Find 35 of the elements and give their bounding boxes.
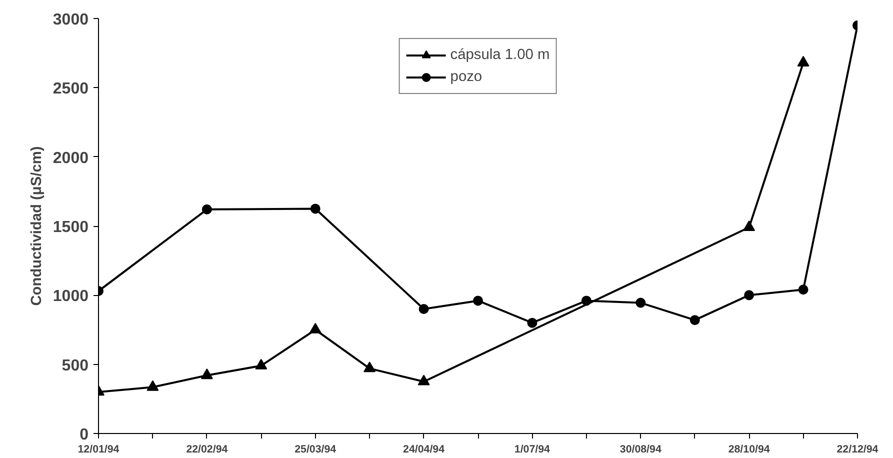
y-axis-title: Conductividad (μS/cm) xyxy=(28,146,45,306)
x-tick-label: 24/04/94 xyxy=(403,444,445,456)
y-tick-label: 2500 xyxy=(52,80,89,98)
point xyxy=(473,296,483,306)
x-tick-label: 25/03/94 xyxy=(294,444,336,456)
point xyxy=(310,204,320,214)
point xyxy=(690,315,700,326)
point xyxy=(202,204,212,214)
y-tick-label: 1000 xyxy=(52,288,89,306)
y-tick-label: 0 xyxy=(80,426,89,444)
x-tick-label: 22/12/94 xyxy=(836,444,878,456)
point xyxy=(364,362,376,372)
y-tick-label: 3000 xyxy=(52,12,89,28)
point xyxy=(418,304,429,314)
x-tick-label: 28/10/94 xyxy=(728,444,770,456)
point xyxy=(636,298,646,308)
x-tick-label: 1/07/94 xyxy=(514,444,550,456)
point xyxy=(581,296,592,306)
point xyxy=(200,368,213,380)
y-tick-label: 1500 xyxy=(52,219,89,236)
point xyxy=(744,290,754,300)
legend-label: cápsula 1.00 m xyxy=(450,47,550,63)
legend-label: pozo xyxy=(450,69,482,85)
point xyxy=(146,380,159,391)
x-tick-label: 30/08/94 xyxy=(620,444,662,456)
point xyxy=(743,220,756,232)
point xyxy=(255,358,268,370)
x-tick-label: 22/02/94 xyxy=(186,444,228,456)
y-tick-label: 2000 xyxy=(52,150,89,167)
point xyxy=(418,374,430,386)
point xyxy=(527,318,538,328)
point xyxy=(798,284,808,295)
y-tick-label: 500 xyxy=(62,357,89,374)
point xyxy=(309,322,322,334)
x-tick-label: 12/01/94 xyxy=(78,444,120,456)
